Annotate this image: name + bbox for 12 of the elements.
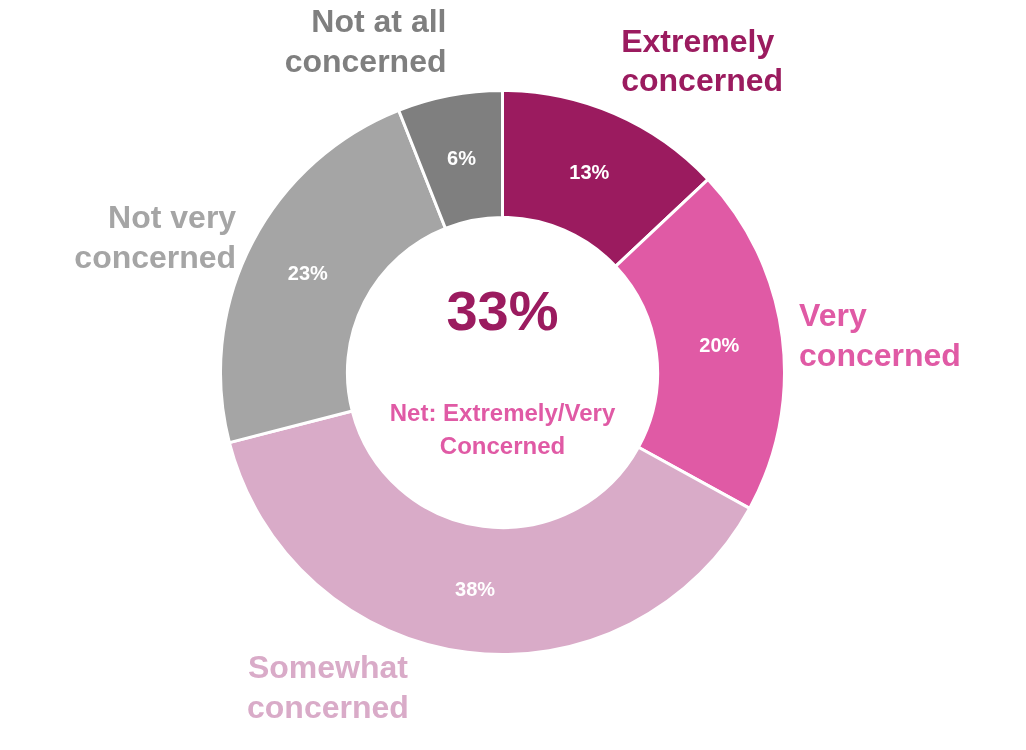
data-label: 23%: [287, 262, 328, 285]
text: Net: Extremely/Very Concerned: [389, 399, 616, 459]
data-label: 38%: [455, 578, 496, 601]
slice-label: Very concerned: [799, 297, 961, 373]
slice-label: Extremely concerned: [621, 22, 784, 99]
slice-label: Not at all concerned: [284, 3, 447, 79]
data-label: 6%: [447, 146, 477, 169]
data-label: 13%: [569, 160, 610, 183]
slice-label: Somewhat concerned: [247, 649, 409, 726]
text: 33%: [446, 278, 559, 342]
data-label: 20%: [699, 334, 740, 357]
slice-label: Not very concerned: [74, 198, 237, 275]
